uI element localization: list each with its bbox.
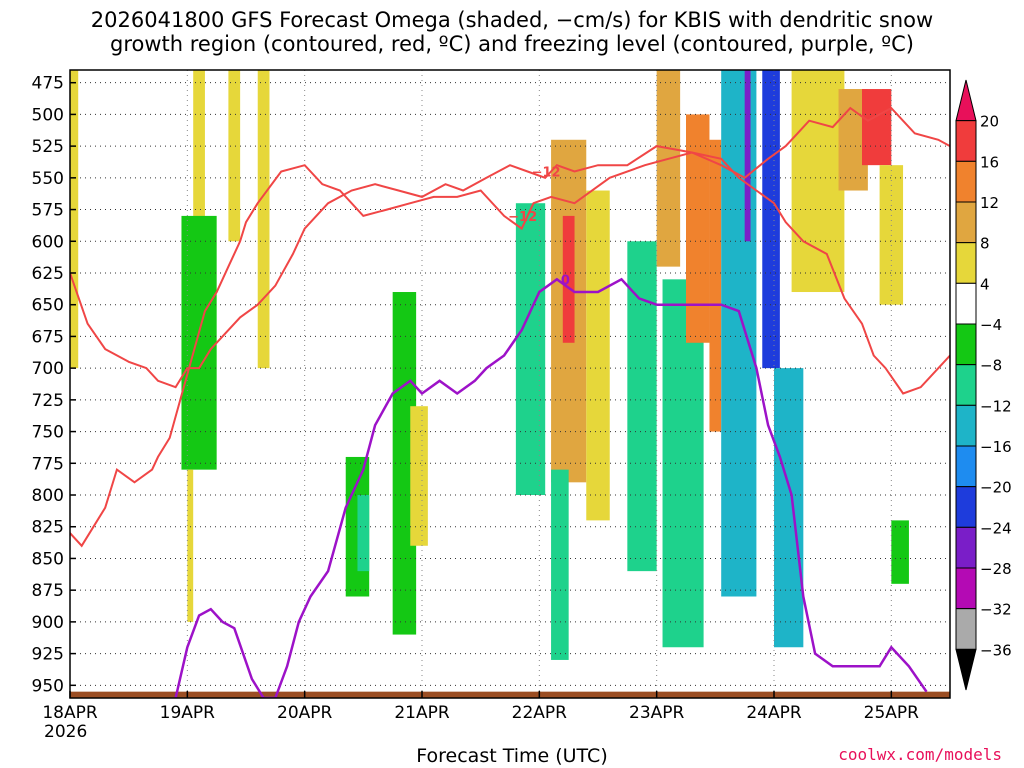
colorbar-swatch [955,445,977,488]
contour-label: 0 [561,273,570,288]
contour-dgz-lower [70,145,950,395]
y-tick-label: 800 [32,486,64,506]
omega-region [181,215,217,470]
x-tick-label: 25APR [864,703,920,723]
colorbar-swatch [955,364,977,406]
omega-region [70,70,79,369]
y-tick-label: 550 [32,169,64,189]
x-tick-label: 23APR [629,703,685,723]
colorbar-label: −12 [980,397,1012,415]
y-tick-label: 675 [32,327,64,347]
colorbar-label: 16 [980,153,999,171]
x-tick-label: 18APR [42,703,98,723]
y-tick-label: 600 [32,232,64,252]
chart-title-line-2: growth region (contoured, red, ºC) and f… [110,32,914,56]
omega-region [392,292,417,635]
colorbar-cap-top [955,79,977,122]
omega-region [410,406,428,546]
y-tick-label: 900 [32,613,64,633]
omega-region [774,368,804,648]
omega-region [744,70,751,242]
colorbar-swatch [955,567,977,610]
colorbar-label: −36 [980,641,1012,659]
omega-region [686,114,710,343]
colorbar-swatch [955,608,977,650]
omega-region [862,89,892,166]
colorbar-swatch [955,242,977,284]
y-tick-label: 625 [32,264,64,284]
y-tick-label: 500 [32,105,64,125]
y-tick-label: 475 [32,74,64,94]
omega-region [791,70,845,293]
x-year-label: 2026 [44,722,88,742]
colorbar-swatch [955,486,977,528]
y-tick-label: 525 [32,137,64,157]
colorbar-swatch [955,282,977,325]
x-tick-label: 19APR [160,703,216,723]
contour-label: −12 [532,165,561,180]
y-tick-label: 700 [32,359,64,379]
y-tick-label: 925 [32,645,64,665]
colorbar-label: 12 [980,194,999,212]
colorbar-label: −20 [980,479,1012,497]
colorbar-label: −16 [980,438,1012,456]
omega-region [551,469,569,660]
y-tick-label: 750 [32,423,64,443]
x-tick-label: 22APR [512,703,568,723]
y-tick-label: 850 [32,549,64,569]
colorbar-swatch [955,160,977,203]
colorbar-label: −4 [980,316,1002,334]
y-tick-label: 575 [32,201,64,221]
omega-region [228,70,241,242]
colorbar-swatch [955,201,977,244]
omega-region [721,70,757,597]
y-tick-label: 650 [32,296,64,316]
colorbar-label: −24 [980,519,1012,537]
colorbar-label: −32 [980,601,1012,619]
omega-region [879,165,904,305]
plot-frame [69,69,951,699]
colorbar-label: 4 [980,275,990,293]
colorbar-swatch [955,323,977,366]
omega-region [762,70,780,369]
omega-region [627,241,657,572]
omega-region [193,70,205,267]
omega-region [709,139,722,432]
terrain-fill [70,691,950,698]
colorbar-label: −28 [980,560,1012,578]
omega-region [656,70,681,267]
omega-region [515,203,546,496]
y-tick-label: 725 [32,391,64,411]
omega-region [187,469,194,622]
contour-dgz [70,106,950,548]
x-tick-label: 21APR [394,703,450,723]
contour-label: −12 [508,210,537,225]
x-tick-label: 24APR [746,703,802,723]
y-tick-label: 775 [32,454,64,474]
colorbar-swatch [955,120,977,162]
chart-title-line-1: 2026041800 GFS Forecast Omega (shaded, −… [90,8,934,32]
omega-region [562,215,575,343]
y-tick-label: 825 [32,518,64,538]
colorbar-swatch [955,404,977,447]
colorbar-swatch [955,526,977,569]
x-axis-title: Forecast Time (UTC) [416,745,608,767]
omega-region [586,190,610,521]
x-tick-label: 20APR [277,703,333,723]
credit-link[interactable]: coolwx.com/models [838,745,1002,764]
y-tick-label: 875 [32,581,64,601]
contour-freezing [174,277,928,698]
colorbar-label: 8 [980,235,990,253]
omega-region [357,495,370,572]
colorbar-label: −8 [980,357,1002,375]
omega-region [891,520,909,584]
colorbar-label: 20 [980,113,999,131]
colorbar-cap-bottom [955,648,977,691]
y-tick-label: 950 [32,676,64,696]
omega-region [257,70,270,369]
